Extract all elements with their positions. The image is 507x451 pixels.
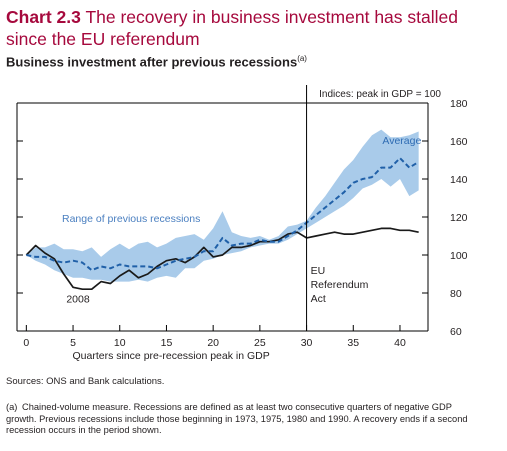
label-layer: Indices: peak in GDP = 100 Quarters since… — [62, 89, 441, 362]
range-annotation: Range of previous recessions — [62, 213, 200, 225]
y-tick-label: 120 — [450, 212, 468, 224]
x-tick-label: 0 — [23, 337, 29, 349]
band-layer — [26, 129, 419, 282]
chart-title: Chart 2.3 The recovery in business inves… — [6, 6, 502, 50]
referendum-label-line: EU — [311, 265, 326, 277]
average-line — [26, 157, 420, 272]
x-tick-label: 10 — [114, 337, 126, 349]
x-tick-label: 30 — [301, 337, 313, 349]
x-tick-label: 25 — [254, 337, 266, 349]
axis-layer: 0 5 10 15 20 25 30 35 40 60 80 100 120 140 160 180 — [16, 85, 468, 349]
chart-subtitle: Business investment after previous reces… — [6, 54, 307, 69]
x-tick-label: 20 — [207, 337, 219, 349]
referendum-label-line: Act — [311, 293, 326, 305]
y-tick-label: 180 — [450, 98, 468, 110]
line-layer — [25, 157, 420, 291]
series-2008-line — [25, 227, 419, 291]
y-tick-label: 100 — [450, 250, 468, 262]
y-tick-label: 80 — [450, 288, 462, 300]
chart-number: Chart 2.3 — [6, 7, 81, 27]
referendum-label-line: Referendum — [311, 279, 369, 291]
x-tick-label: 5 — [70, 337, 76, 349]
footnote-marker: (a) — [6, 402, 18, 412]
x-axis-title: Quarters since pre-recession peak in GDP — [73, 350, 270, 362]
y-tick-label: 160 — [450, 136, 468, 148]
subtitle-footnote-marker: (a) — [297, 54, 307, 63]
footnote-text: Chained-volume measure. Recessions are d… — [6, 402, 468, 435]
sources-note: Sources: ONS and Bank calculations. — [6, 376, 165, 387]
average-annotation: Average — [382, 135, 421, 147]
x-tick-label: 35 — [347, 337, 359, 349]
x-tick-label: 40 — [394, 337, 406, 349]
y-tick-label: 140 — [450, 174, 468, 186]
chart-subtitle-text: Business investment after previous reces… — [6, 54, 298, 70]
x-tick-label: 15 — [161, 337, 173, 349]
y-tick-label: 60 — [450, 326, 462, 338]
units-label: Indices: peak in GDP = 100 — [319, 89, 441, 100]
footnote: (a) Chained-volume measure. Recessions ar… — [6, 402, 476, 437]
chart-svg: 0 5 10 15 20 25 30 35 40 60 80 100 120 140 160 180 Indi… — [16, 85, 468, 362]
chart-title-text: The recovery in business investment has … — [6, 7, 458, 49]
range-band — [26, 129, 419, 282]
series-2008-annotation: 2008 — [66, 294, 90, 306]
